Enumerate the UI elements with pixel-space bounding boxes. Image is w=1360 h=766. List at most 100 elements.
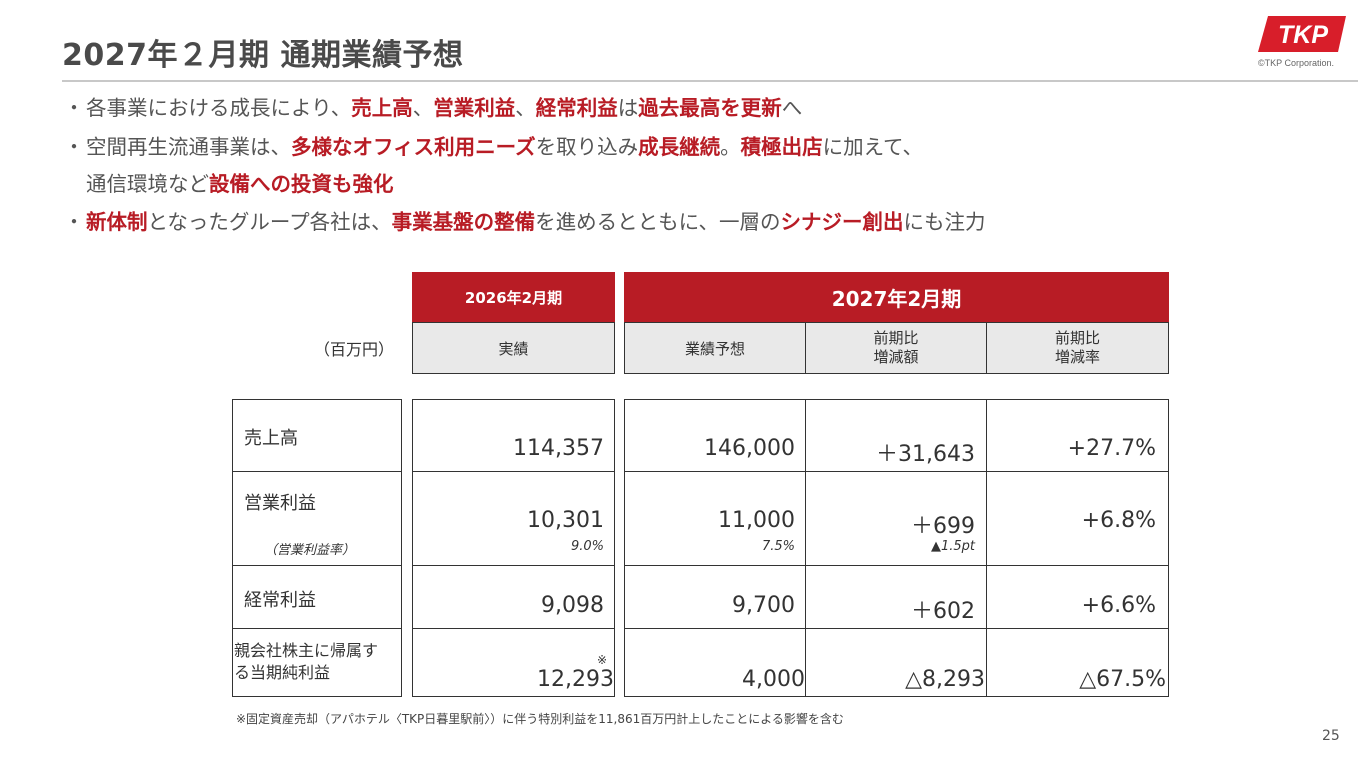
highlight-text: シナジー創出 bbox=[780, 210, 904, 234]
row-label-net-income: 親会社株主に帰属す る当期純利益 bbox=[234, 640, 378, 684]
copyright-text: ©TKP Corporation. bbox=[1258, 58, 1334, 68]
grid-line bbox=[624, 628, 1169, 629]
cell-op-forecast-margin: 7.5% bbox=[761, 539, 795, 554]
bullet-text: を取り込み bbox=[535, 135, 639, 159]
grid-line bbox=[232, 628, 402, 629]
cell-op-forecast: 11,000 bbox=[718, 508, 795, 533]
grid-line bbox=[232, 696, 402, 697]
tkp-logo: TKP bbox=[1258, 16, 1346, 52]
grid-line bbox=[401, 399, 402, 697]
bullet-text: に加えて、 bbox=[822, 135, 924, 159]
grid-line bbox=[412, 471, 615, 472]
cell-net-actual: 12,293 bbox=[537, 667, 614, 692]
grid-line bbox=[624, 399, 1169, 400]
highlight-text: 成長継続 bbox=[638, 135, 721, 159]
logo-shape bbox=[1258, 16, 1346, 52]
col-diff-line1: 前期比 bbox=[873, 329, 919, 347]
bullet-text: へ bbox=[781, 96, 803, 120]
col-rate-line2: 増減率 bbox=[1054, 348, 1100, 366]
bullet-line: ・各事業における成長により、売上高、営業利益、経常利益は過去最高を更新へ bbox=[62, 94, 803, 122]
page-title: 2027年２月期 通期業績予想 bbox=[62, 38, 464, 73]
page-number: 25 bbox=[1322, 728, 1340, 744]
cell-op-actual: 10,301 bbox=[527, 508, 604, 533]
grid-line bbox=[1168, 399, 1169, 697]
cell-ord-forecast: 9,700 bbox=[732, 593, 795, 618]
bullet-line: ・空間再生流通事業は、多様なオフィス利用ニーズを取り込み成長継続。積極出店に加え… bbox=[62, 133, 923, 161]
footnote: ※固定資産売却（アパホテル〈TKP日暮里駅前〉）に伴う特別利益を11,861百万… bbox=[236, 712, 844, 726]
highlight-text: 営業利益 bbox=[433, 96, 516, 120]
grid-line bbox=[412, 399, 413, 697]
row-label-sales: 売上高 bbox=[244, 428, 298, 449]
cell-ord-actual: 9,098 bbox=[541, 593, 604, 618]
col-actual-header: 実績 bbox=[412, 322, 615, 374]
bullet-line: 通信環境など設備への投資も強化 bbox=[62, 170, 394, 198]
cell-net-rate: △67.5% bbox=[1079, 667, 1166, 692]
grid-line bbox=[624, 399, 625, 697]
highlight-text: 過去最高を更新 bbox=[638, 96, 782, 120]
grid-line bbox=[232, 565, 402, 566]
col-rate-header: 前期比 増減率 bbox=[986, 322, 1169, 374]
cell-sales-rate: +27.7% bbox=[1067, 436, 1156, 461]
period-prev-header: 2026年2月期 bbox=[412, 272, 615, 322]
grid-line bbox=[232, 471, 402, 472]
grid-line bbox=[412, 696, 615, 697]
highlight-text: 積極出店 bbox=[740, 135, 823, 159]
col-diff-header: 前期比 増減額 bbox=[805, 322, 987, 374]
row-label-operating-profit: 営業利益 bbox=[244, 493, 316, 514]
bullet-text: 各事業における成長により、 bbox=[86, 96, 352, 120]
grid-line bbox=[624, 696, 1169, 697]
highlight-text: 設備への投資も強化 bbox=[209, 172, 394, 196]
grid-line bbox=[412, 565, 615, 566]
bullet-text: 、 bbox=[515, 96, 536, 120]
grid-line bbox=[232, 399, 402, 400]
logo-text: TKP bbox=[1278, 21, 1328, 49]
bullet-mark: ・ bbox=[63, 96, 85, 120]
bullet-text: 通信環境など bbox=[86, 172, 209, 196]
period-curr-header: 2027年2月期 bbox=[624, 272, 1169, 322]
grid-line bbox=[232, 399, 233, 697]
row-label-net-income-line2: る当期純利益 bbox=[234, 663, 331, 682]
cell-net-forecast: 4,000 bbox=[742, 667, 805, 692]
bullet-text: 空間再生流通事業は、 bbox=[86, 135, 291, 159]
cell-ord-diff: ＋602 bbox=[911, 599, 975, 624]
bullet-mark: ・ bbox=[63, 210, 85, 234]
footnote-mark: ※ bbox=[597, 653, 608, 667]
col-rate-line1: 前期比 bbox=[1054, 329, 1100, 347]
highlight-text: 事業基盤の整備 bbox=[391, 210, 536, 234]
col-forecast-header: 業績予想 bbox=[624, 322, 806, 374]
bullet-text: 。 bbox=[720, 135, 741, 159]
grid-line bbox=[412, 399, 615, 400]
highlight-text: 経常利益 bbox=[535, 96, 618, 120]
unit-label: （百万円） bbox=[314, 340, 395, 359]
col-diff-line2: 増減額 bbox=[873, 348, 919, 366]
bullet-text: を進めるとともに、一層の bbox=[535, 210, 781, 234]
highlight-text: 売上高 bbox=[351, 96, 413, 120]
grid-line bbox=[412, 628, 615, 629]
highlight-text: 新体制 bbox=[86, 210, 148, 234]
grid-line bbox=[624, 471, 1169, 472]
bullet-text: は bbox=[617, 96, 639, 120]
cell-ord-rate: +6.6% bbox=[1081, 593, 1156, 618]
bullet-text: にも注力 bbox=[903, 210, 986, 234]
row-label-net-income-line1: 親会社株主に帰属す bbox=[234, 641, 379, 660]
grid-line bbox=[624, 565, 1169, 566]
row-label-ordinary-profit: 経常利益 bbox=[244, 590, 316, 611]
cell-op-diff-margin: ▲1.5pt bbox=[930, 539, 975, 554]
cell-sales-forecast: 146,000 bbox=[704, 436, 795, 461]
cell-op-rate: +6.8% bbox=[1081, 508, 1156, 533]
grid-line bbox=[986, 399, 987, 697]
bullet-mark: ・ bbox=[63, 135, 85, 159]
bullet-text: となったグループ各社は、 bbox=[147, 210, 392, 234]
cell-net-diff: △8,293 bbox=[905, 667, 985, 692]
cell-sales-diff: ＋31,643 bbox=[876, 442, 975, 467]
grid-line bbox=[614, 399, 615, 697]
cell-sales-actual: 114,357 bbox=[513, 436, 604, 461]
cell-op-diff: ＋699 bbox=[911, 514, 975, 539]
cell-op-actual-margin: 9.0% bbox=[570, 539, 604, 554]
row-sublabel-operating-margin: （営業利益率） bbox=[264, 543, 356, 558]
bullet-text: 、 bbox=[412, 96, 434, 120]
highlight-text: 多様なオフィス利用ニーズ bbox=[291, 135, 536, 159]
bullet-line: ・新体制となったグループ各社は、事業基盤の整備を進めるとともに、一層のシナジー創… bbox=[62, 208, 986, 236]
title-divider bbox=[62, 80, 1358, 82]
grid-line bbox=[805, 399, 806, 697]
